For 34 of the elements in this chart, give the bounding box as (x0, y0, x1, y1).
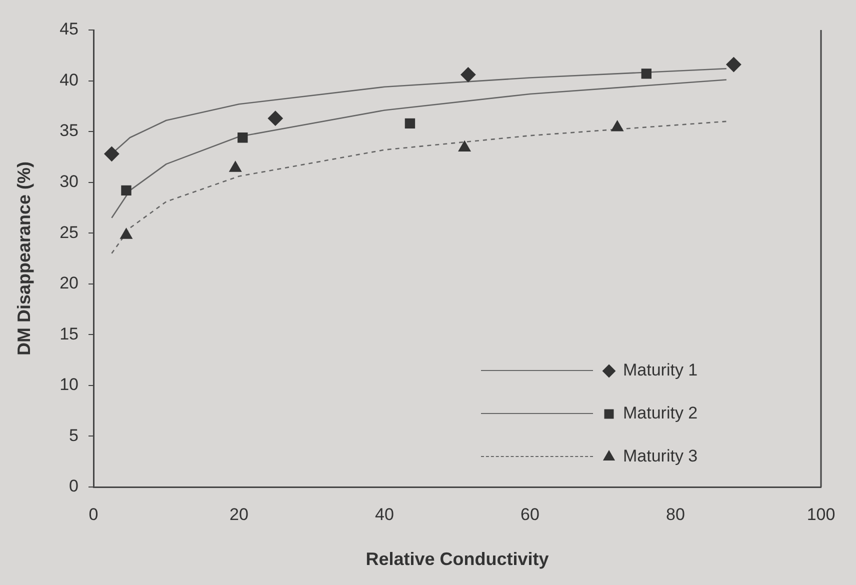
point (268, 110, 283, 126)
point (641, 68, 652, 79)
y-axis-title: DM Disappearance (%) (14, 161, 34, 356)
point (238, 132, 248, 143)
x-axis-title: Relative Conductivity (366, 549, 549, 570)
x-tick-label: 60 (520, 504, 540, 524)
legend-label: Maturity 2 (623, 404, 698, 423)
x-tick-label: 80 (666, 504, 685, 524)
legend-label: Maturity 1 (623, 360, 698, 380)
y-tick-label: 0 (69, 476, 79, 496)
legend-label: Maturity 3 (623, 446, 698, 466)
point (726, 57, 742, 72)
x-tick-label: 40 (375, 504, 394, 524)
line-series (111, 120, 728, 254)
y-tick-label: 20 (60, 274, 79, 293)
point (121, 185, 132, 196)
y-tick-label: 30 (60, 172, 79, 192)
x-tick-label: 0 (88, 504, 98, 524)
x-tick-label: 20 (230, 504, 248, 524)
y-tick-label: 25 (60, 222, 79, 242)
x-tick-label: 100 (806, 504, 836, 524)
y-tick-label: 10 (60, 375, 79, 394)
y-tick-label: 40 (60, 70, 79, 90)
point (104, 146, 120, 162)
y-tick-label: 45 (60, 20, 79, 39)
point (460, 67, 476, 82)
y-tick-label: 15 (60, 324, 79, 344)
y-tick-label: 5 (69, 426, 79, 445)
y-tick-label: 35 (60, 121, 79, 140)
point (229, 161, 242, 172)
point (458, 140, 471, 152)
point (611, 120, 624, 132)
point (404, 118, 416, 129)
point (120, 228, 132, 239)
